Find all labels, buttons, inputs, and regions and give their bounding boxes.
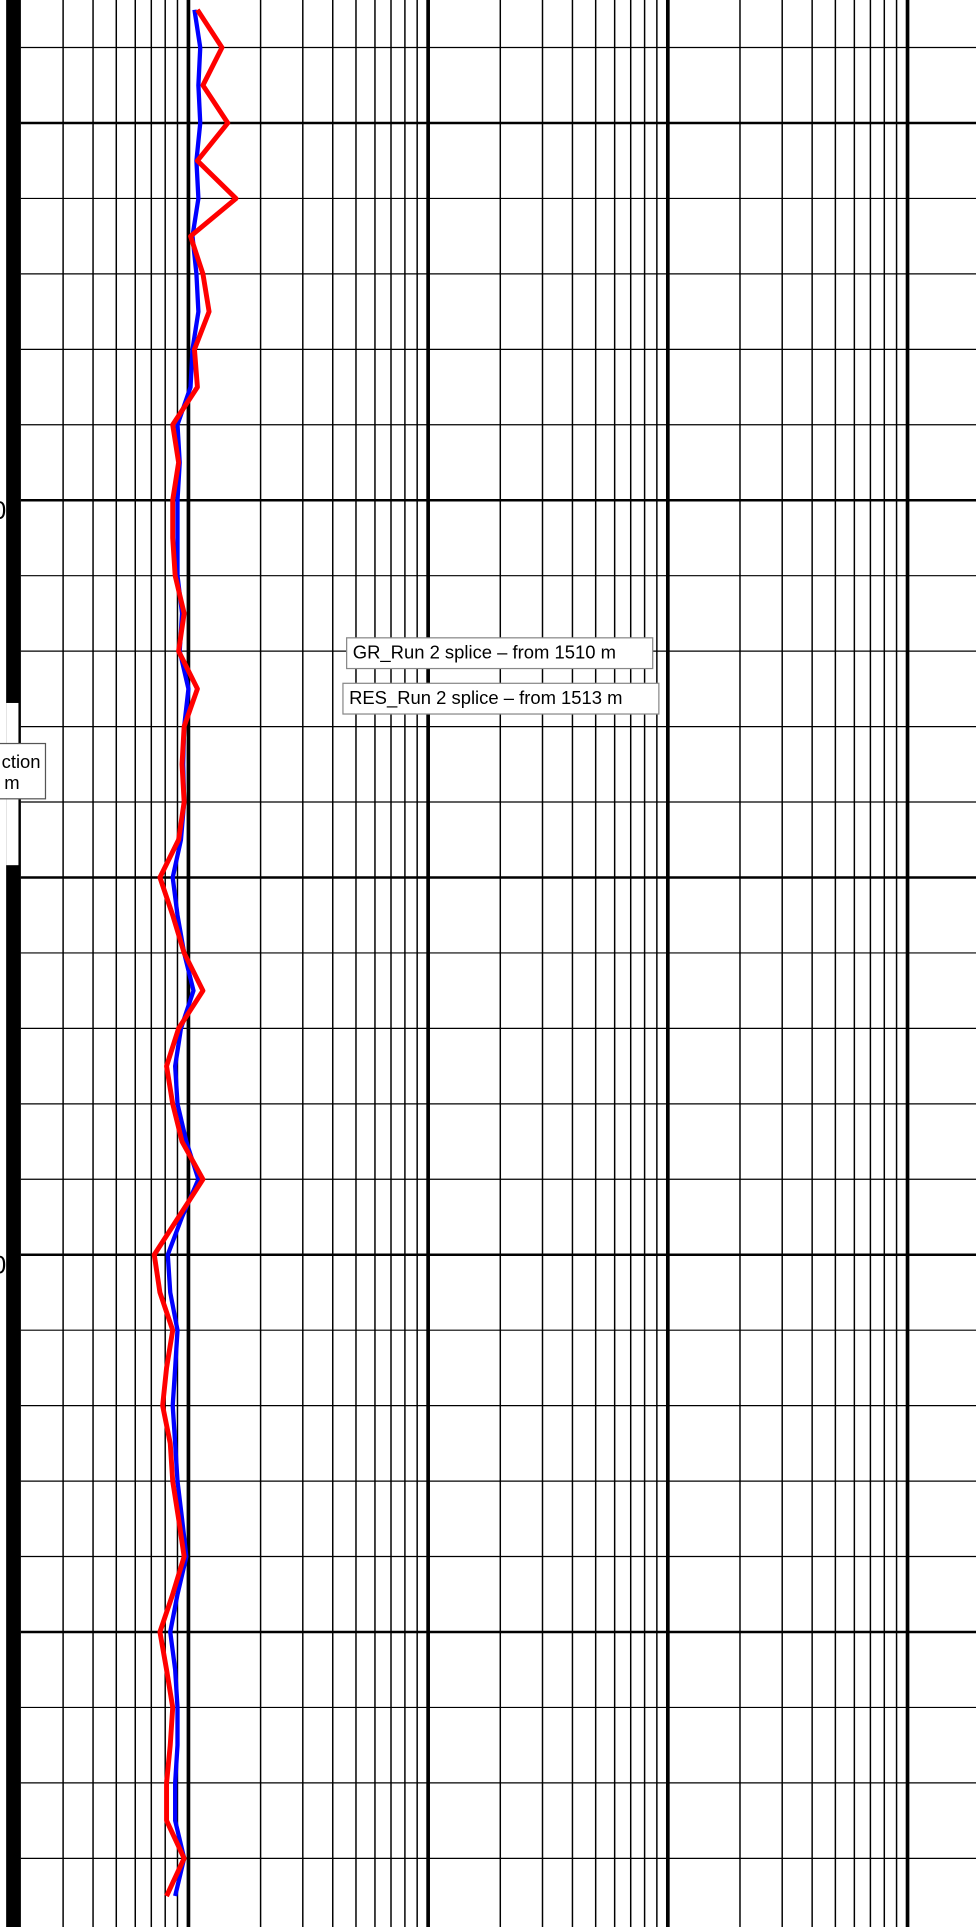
annotation: RES_Run 2 splice – from 1513 m: [349, 687, 622, 709]
annotations: GR_Run 2 splice – from 1510 m RES_Run 2 s…: [0, 637, 660, 800]
y-tick-label: 0: [0, 498, 6, 525]
curve: [151, 8, 239, 1898]
annotation: m: [4, 772, 19, 793]
annotation: ction: [2, 751, 41, 772]
annotation: GR_Run 2 splice – from 1510 m: [353, 642, 616, 664]
curves: [151, 8, 239, 1898]
y-tick-label: 0: [0, 1253, 6, 1280]
annotation-box: [346, 637, 654, 670]
annotation-box: [342, 682, 660, 715]
annotation-box: [0, 742, 47, 800]
depth-track: [6, 0, 21, 1927]
